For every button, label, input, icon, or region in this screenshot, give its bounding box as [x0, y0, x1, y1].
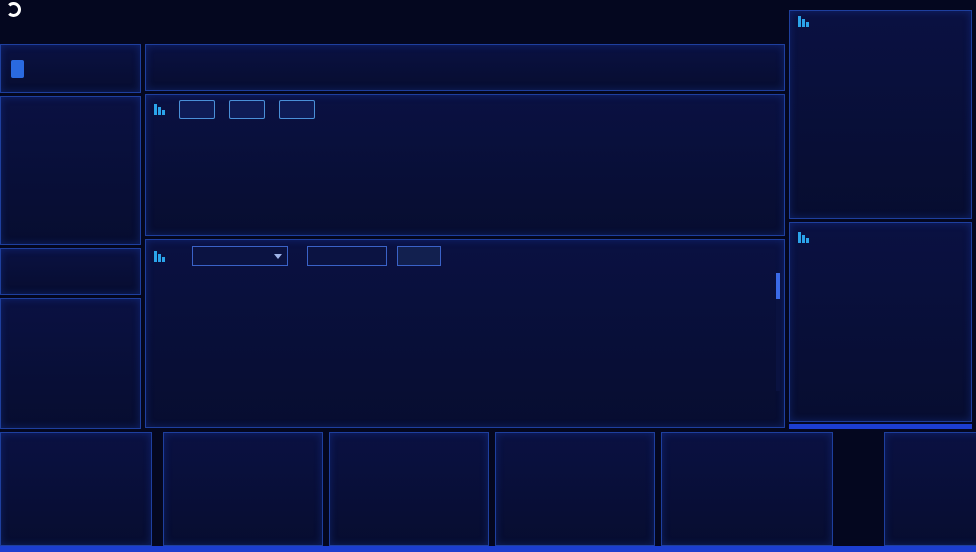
kpi-panel	[145, 44, 785, 91]
panel-title	[1, 97, 140, 102]
bar-chart-icon	[154, 104, 165, 115]
tab-daily-plan[interactable]	[279, 100, 315, 119]
key-products-panel	[145, 239, 785, 428]
month-distribution-panel	[0, 298, 141, 429]
chart-tabs	[154, 100, 315, 119]
otd-trend-chart[interactable]	[3, 451, 149, 543]
today-inbound-panel	[0, 96, 141, 245]
alerts-panel	[789, 222, 972, 422]
chevron-down-icon	[274, 253, 282, 259]
panel-title	[1, 433, 151, 438]
tab-casting[interactable]	[179, 100, 215, 119]
month-distribution-chart[interactable]	[3, 317, 138, 426]
teal-banner	[452, 0, 774, 38]
filter-field-select[interactable]	[192, 246, 288, 266]
wip-overdue-gauge	[790, 31, 971, 167]
sales-inbound-panel	[329, 432, 489, 546]
logo-icon	[6, 2, 21, 17]
scrollbar-thumb[interactable]	[776, 273, 780, 299]
mes-icon	[11, 59, 24, 78]
wip-overdue-panel	[789, 10, 972, 219]
products-header	[146, 240, 784, 266]
panel-title	[790, 11, 971, 27]
panel-title	[796, 227, 965, 243]
panel-title	[1, 299, 140, 304]
logo	[6, 2, 27, 17]
filter-button[interactable]	[397, 246, 441, 266]
bar-chart-icon	[798, 232, 809, 243]
new-orders-panel	[0, 248, 141, 295]
factory-chart-panel	[145, 94, 785, 236]
cycle-rate-panel	[884, 432, 976, 546]
table-scrollbar[interactable]	[776, 273, 780, 391]
bar-chart-icon	[798, 16, 809, 27]
today-inbound-gauge	[1, 112, 140, 216]
mes-login-entry[interactable]	[0, 44, 141, 93]
factory-grouped-chart[interactable]	[150, 121, 782, 233]
order-stats-panel	[163, 432, 323, 546]
bar-chart-icon	[154, 250, 165, 262]
tab-inbound[interactable]	[229, 100, 265, 119]
panel-title	[154, 250, 170, 262]
cleaning-inbound-panel	[495, 432, 655, 546]
otd-trend-panel	[0, 432, 152, 546]
divider	[789, 424, 972, 429]
qualified-casting-panel	[661, 432, 833, 546]
query-input[interactable]	[307, 246, 387, 266]
footer-bar	[0, 546, 976, 552]
